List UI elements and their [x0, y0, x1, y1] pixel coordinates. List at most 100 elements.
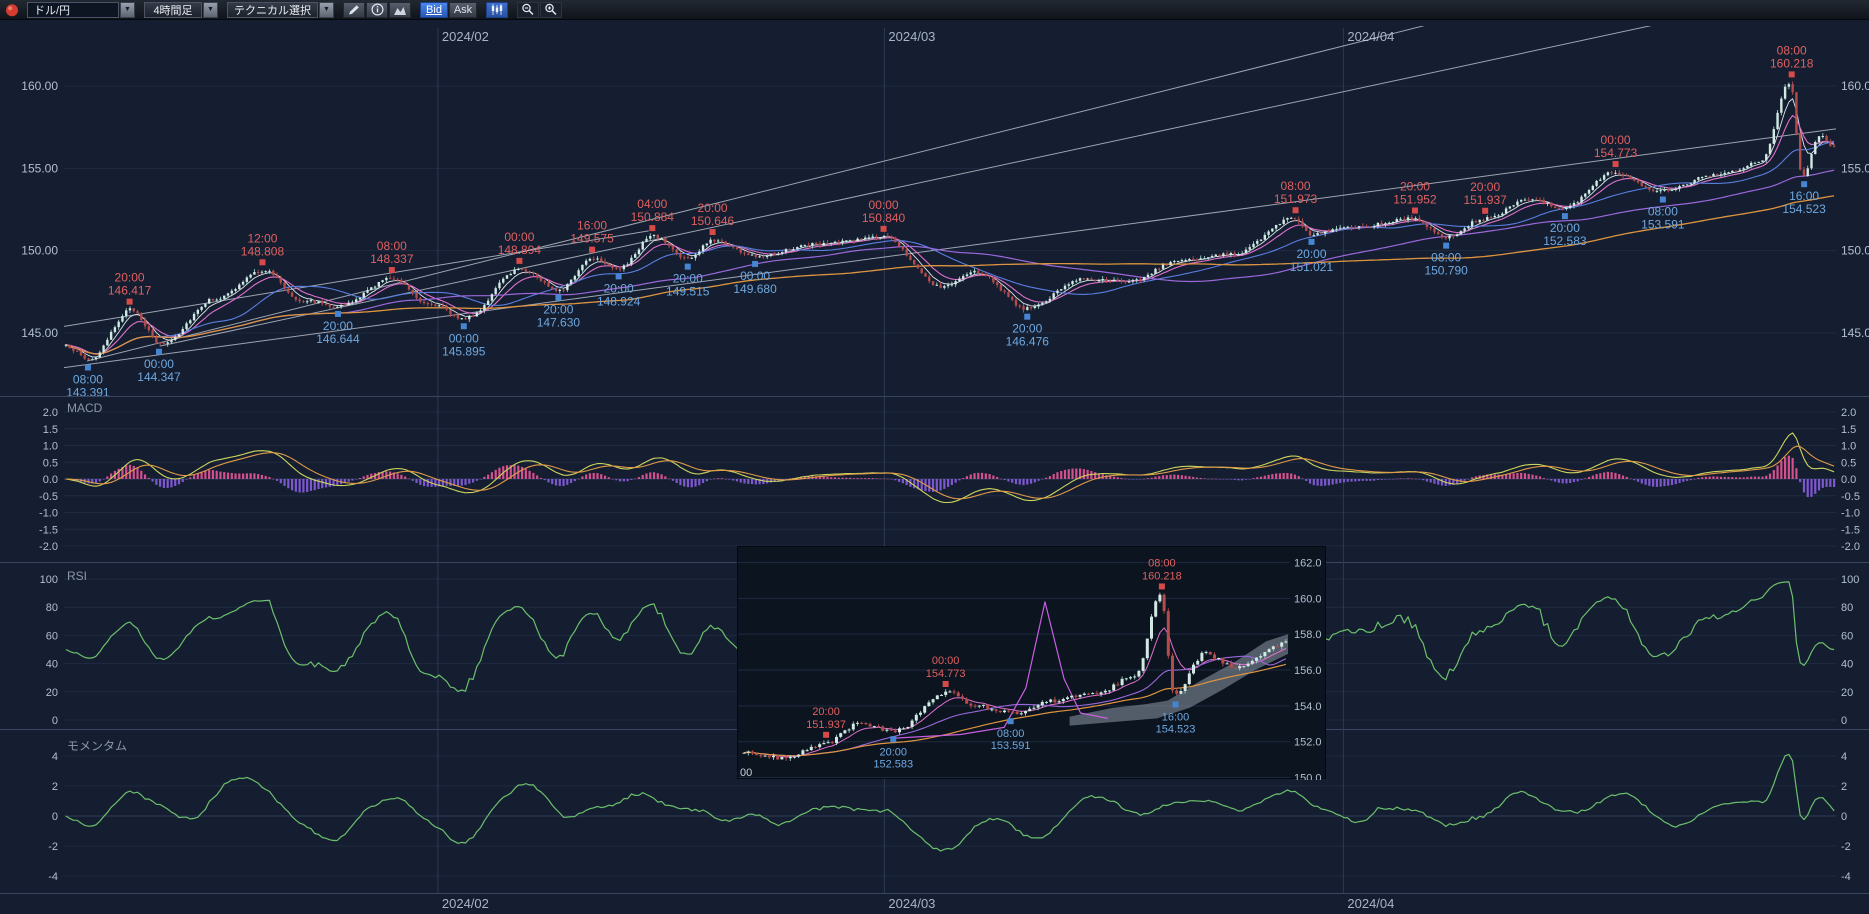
timeframe-dropdown-arrow[interactable]: ▼ — [203, 1, 218, 18]
svg-text:60: 60 — [1841, 630, 1853, 642]
svg-text:154.773: 154.773 — [1594, 146, 1638, 160]
svg-text:20:00: 20:00 — [698, 201, 728, 215]
svg-text:2: 2 — [52, 781, 58, 793]
svg-text:146.417: 146.417 — [108, 284, 152, 298]
currency-pair-dropdown-arrow[interactable]: ▼ — [120, 1, 135, 18]
time-axis: 2024/02 2024/03 2024/04 — [0, 893, 1869, 914]
svg-text:151.973: 151.973 — [1274, 192, 1318, 206]
area-chart-button[interactable] — [389, 1, 411, 18]
svg-text:-1.0: -1.0 — [1841, 508, 1860, 520]
swing-annotations: 08:00143.39120:00146.41700:00144.34712:0… — [66, 43, 1826, 396]
svg-text:00:00: 00:00 — [740, 269, 770, 283]
technical-indicator-select[interactable]: テクニカル選択 — [227, 1, 318, 18]
svg-text:20:00: 20:00 — [543, 303, 573, 317]
svg-text:20:00: 20:00 — [673, 272, 703, 286]
svg-text:00:00: 00:00 — [932, 655, 960, 667]
svg-text:-0.5: -0.5 — [39, 491, 58, 503]
svg-text:148.337: 148.337 — [370, 252, 414, 266]
svg-text:156.0: 156.0 — [1294, 665, 1322, 677]
time-axis-labels: 2024/02 2024/03 2024/04 — [0, 893, 1869, 911]
main-price-chart[interactable]: 160.00 160.00 155.00 155.00 150.00 150.00 145.… — [0, 20, 1869, 396]
toolbar: ドル/円 ▼ 4時間足 ▼ テクニカル選択 ▼ — [0, 0, 1869, 20]
svg-text:-1.5: -1.5 — [39, 524, 58, 536]
svg-text:146.476: 146.476 — [1006, 335, 1050, 349]
app-icon — [3, 2, 21, 18]
svg-text:1.0: 1.0 — [43, 441, 58, 453]
svg-text:0: 0 — [1841, 811, 1847, 823]
ask-button[interactable]: Ask — [449, 1, 477, 18]
currency-pair-select[interactable]: ドル/円 — [27, 1, 119, 18]
svg-text:20:00: 20:00 — [1550, 221, 1580, 235]
svg-text:1.5: 1.5 — [43, 424, 58, 436]
rsi-panel-label: RSI — [67, 569, 88, 583]
macd-panel[interactable]: 2.0 2.0 1.5 1.5 1.0 1.0 0.5 0.5 0.0 0.0 -0.5 -0.5 -1… — [0, 396, 1869, 562]
zoom-out-icon — [522, 3, 534, 16]
svg-text:152.583: 152.583 — [1543, 234, 1587, 248]
macd-panel-label: MACD — [67, 401, 103, 415]
svg-text:2024/02: 2024/02 — [442, 896, 489, 911]
svg-text:148.924: 148.924 — [597, 294, 641, 308]
svg-text:151.937: 151.937 — [806, 719, 846, 731]
timeframe-select[interactable]: 4時間足 — [144, 1, 202, 18]
svg-text:160.00: 160.00 — [1841, 79, 1869, 93]
svg-text:08:00: 08:00 — [997, 728, 1025, 740]
svg-text:160.218: 160.218 — [1142, 570, 1182, 582]
zoom-out-button[interactable] — [517, 1, 539, 18]
svg-text:08:00: 08:00 — [1281, 179, 1311, 193]
svg-text:150.00: 150.00 — [21, 244, 58, 258]
svg-text:160.00: 160.00 — [21, 79, 58, 93]
inset-chart-popup[interactable]: 162.0 160.0 158.0 156.0 154.0 152.0 150.0 20:00… — [737, 546, 1327, 785]
svg-text:-2: -2 — [1841, 841, 1851, 853]
svg-text:20:00: 20:00 — [1296, 247, 1326, 261]
svg-text:-0.5: -0.5 — [1841, 491, 1860, 503]
zoom-in-button[interactable] — [540, 1, 562, 18]
svg-text:00:00: 00:00 — [869, 198, 899, 212]
svg-text:146.644: 146.644 — [316, 332, 360, 346]
info-icon — [370, 3, 384, 16]
svg-text:149.575: 149.575 — [570, 232, 614, 246]
svg-text:2024/03: 2024/03 — [888, 29, 935, 44]
svg-text:154.0: 154.0 — [1294, 701, 1322, 713]
svg-text:80: 80 — [1841, 602, 1853, 614]
svg-text:16:00: 16:00 — [1789, 189, 1819, 203]
info-button[interactable] — [366, 1, 388, 18]
svg-text:2024/04: 2024/04 — [1347, 896, 1394, 911]
svg-text:0.5: 0.5 — [43, 457, 58, 469]
draw-tool-button[interactable] — [343, 1, 365, 18]
inset-price-chart[interactable]: 162.0 160.0 158.0 156.0 154.0 152.0 150.0 20:00… — [738, 547, 1327, 785]
bid-button[interactable]: Bid — [420, 1, 448, 18]
svg-text:20:00: 20:00 — [1470, 180, 1500, 194]
zoom-in-icon — [545, 3, 557, 16]
svg-text:08:00: 08:00 — [1777, 43, 1807, 57]
svg-text:153.591: 153.591 — [1641, 218, 1685, 232]
svg-text:100: 100 — [1841, 574, 1859, 586]
svg-text:148.808: 148.808 — [241, 244, 285, 258]
candlestick-series — [64, 81, 1836, 361]
trend-line — [64, 128, 1836, 369]
svg-text:04:00: 04:00 — [637, 197, 667, 211]
svg-text:0.5: 0.5 — [1841, 457, 1856, 469]
svg-text:153.591: 153.591 — [991, 740, 1031, 752]
svg-text:2024/04: 2024/04 — [1347, 29, 1394, 44]
technical-dropdown-arrow[interactable]: ▼ — [319, 1, 334, 18]
svg-text:155.00: 155.00 — [21, 161, 58, 175]
svg-text:4: 4 — [52, 751, 58, 763]
macd-chart[interactable]: 2.0 2.0 1.5 1.5 1.0 1.0 0.5 0.5 0.0 0.0 -0.5 -0.5 -1… — [0, 396, 1869, 562]
chevron-down-icon: ▼ — [323, 6, 330, 13]
svg-text:12:00: 12:00 — [247, 231, 277, 245]
svg-text:00:00: 00:00 — [504, 230, 534, 244]
main-chart-panel[interactable]: 160.00 160.00 155.00 155.00 150.00 150.00 145.… — [0, 20, 1869, 396]
app-logo-icon — [6, 3, 18, 16]
svg-text:0: 0 — [1841, 715, 1847, 727]
svg-text:145.00: 145.00 — [21, 326, 58, 340]
candlestick-chart-button[interactable] — [486, 1, 508, 18]
svg-text:155.00: 155.00 — [1841, 161, 1869, 175]
svg-text:150.840: 150.840 — [862, 211, 906, 225]
svg-text:20:00: 20:00 — [1400, 180, 1430, 194]
svg-text:0: 0 — [52, 811, 58, 823]
svg-text:20: 20 — [46, 687, 58, 699]
trend-line — [86, 26, 1425, 362]
svg-text:16:00: 16:00 — [577, 219, 607, 233]
svg-text:0: 0 — [52, 715, 58, 727]
